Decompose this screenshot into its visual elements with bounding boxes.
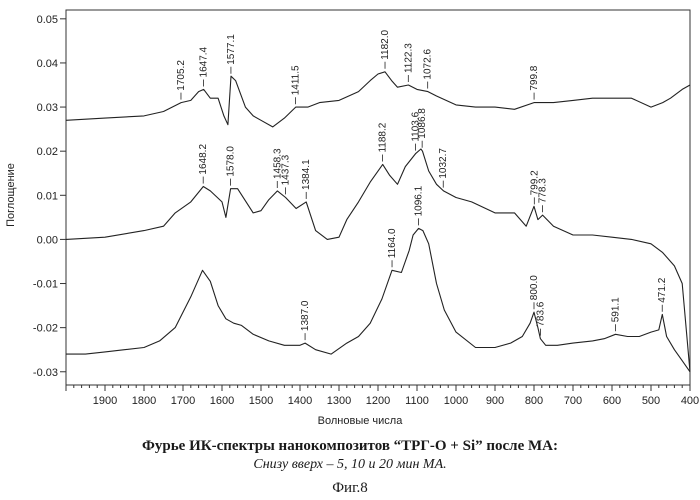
y-tick-label: 0.03 bbox=[37, 102, 58, 114]
peak-label: 1086.8 bbox=[417, 108, 428, 139]
peak-label: 1577.1 bbox=[226, 34, 237, 65]
ir-spectra-chart: 0.050.040.030.020.010.00-0.01-0.02-0.03 … bbox=[0, 0, 700, 435]
x-tick-label: 800 bbox=[525, 395, 543, 407]
peak-label: 1705.2 bbox=[176, 60, 187, 91]
spectrum-line-3 bbox=[66, 228, 690, 371]
spectra-series bbox=[66, 72, 690, 372]
peak-label: 1182.0 bbox=[380, 29, 391, 59]
peak-label: 1122.3 bbox=[403, 43, 414, 73]
peak-label: 1437.3 bbox=[280, 154, 291, 185]
x-tick-label: 1600 bbox=[210, 395, 234, 407]
spectrum-line-2 bbox=[66, 149, 690, 372]
x-tick-label: 1100 bbox=[405, 395, 429, 407]
y-tick-label: 0.04 bbox=[37, 58, 58, 70]
x-tick-label: 1400 bbox=[288, 395, 312, 407]
x-tick-label: 1800 bbox=[132, 395, 156, 407]
x-tick-label: 1700 bbox=[171, 395, 195, 407]
x-tick-label: 1500 bbox=[249, 395, 273, 407]
x-tick-label: 1000 bbox=[444, 395, 468, 407]
spectrum-line-1 bbox=[66, 72, 690, 127]
figure-caption-subtitle: Снизу вверх – 5, 10 и 20 мин МА. bbox=[0, 457, 700, 473]
y-axis: 0.05 0.04 0.03 0.02 0.01 0.00 -0.01 -0.02 -0.03 bbox=[33, 14, 66, 379]
x-tick-label: 900 bbox=[486, 395, 504, 407]
peak-label: 1578.0 bbox=[226, 146, 237, 177]
peak-label: 799.8 bbox=[529, 65, 540, 90]
peak-label: 1032.7 bbox=[438, 148, 449, 179]
peak-annotations: 1705.2 1647.4 1577.1 1411.5 1182.0 1122.3 1072… bbox=[176, 29, 668, 340]
peak-label: 1384.1 bbox=[301, 159, 312, 190]
peak-label: 1188.2 bbox=[378, 122, 389, 152]
y-tick-label: 0.01 bbox=[37, 190, 58, 202]
peak-label: 1072.6 bbox=[423, 49, 434, 80]
x-tick-label: 1300 bbox=[327, 395, 351, 407]
x-tick-label: 500 bbox=[642, 395, 660, 407]
x-tick-label: 1900 bbox=[93, 395, 117, 407]
y-tick-label: -0.02 bbox=[33, 323, 58, 335]
peak-label: 1096.1 bbox=[414, 185, 425, 216]
peak-label: 1387.0 bbox=[300, 300, 311, 331]
peak-label: 1411.5 bbox=[291, 65, 302, 95]
peak-label: 783.6 bbox=[535, 301, 546, 326]
peak-label: 1648.2 bbox=[198, 144, 209, 175]
y-tick-label: 0.02 bbox=[37, 146, 58, 158]
peak-label: 778.3 bbox=[537, 178, 548, 203]
y-axis-title: Поглощение bbox=[5, 163, 17, 227]
y-tick-label: 0.05 bbox=[37, 14, 58, 26]
x-axis-title: Волновые числа bbox=[318, 415, 404, 427]
y-tick-label: -0.03 bbox=[33, 367, 58, 379]
x-tick-label: 600 bbox=[603, 395, 621, 407]
y-tick-label: -0.01 bbox=[33, 279, 58, 291]
figure-number: Фиг.8 bbox=[0, 480, 700, 497]
peak-label: 591.1 bbox=[610, 297, 621, 322]
plot-frame bbox=[66, 10, 690, 385]
peak-label: 800.0 bbox=[529, 275, 540, 300]
peak-label: 1164.0 bbox=[387, 228, 398, 258]
peak-label: 471.2 bbox=[657, 277, 668, 302]
x-tick-label: 1200 bbox=[366, 395, 390, 407]
x-tick-label: 700 bbox=[564, 395, 582, 407]
y-tick-label: 0.00 bbox=[37, 234, 58, 246]
peak-label: 1647.4 bbox=[199, 46, 210, 77]
figure-caption-title: Фурье ИК-спектры нанокомпозитов “ТРГ-О +… bbox=[0, 438, 700, 455]
x-tick-label: 400 bbox=[681, 395, 699, 407]
x-axis: 1900 1800 1700 1600 1500 1400 1300 1200 1100 1000… bbox=[66, 385, 699, 407]
